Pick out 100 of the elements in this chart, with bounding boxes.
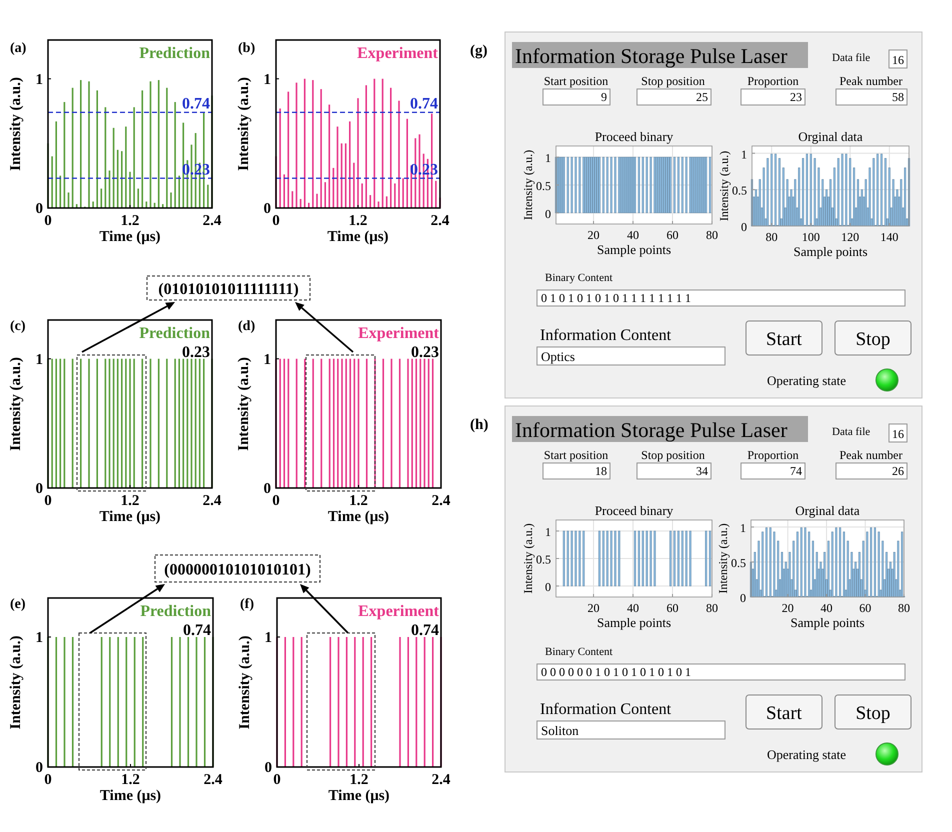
y-axis-title: Intensity (a.u.) [8,77,24,171]
text: Information Storage Pulse Laser [515,418,788,442]
x-tick-label: 140 [880,230,898,244]
x-tick-label: 60 [859,601,872,615]
text: 25 [696,90,708,104]
x-tick-label: 2.4 [202,213,222,229]
x-axis-title: Time (μs) [328,509,390,525]
text: Stop position [641,74,705,88]
annotation: 0.23 [411,344,439,361]
x-tick-label: 80 [766,230,778,244]
text: Stop position [641,448,705,462]
x-axis-title: Sample points [790,615,865,630]
ref-line-label: 0.74 [410,95,438,112]
x-tick-label: 40 [627,601,640,615]
y-tick-label: 0.5 [536,552,551,566]
x-tick-label: 1.2 [121,772,140,788]
text: (h) [470,417,488,433]
y-axis-title: Intensity (a.u.) [521,150,535,220]
text: Binary Content [545,646,613,658]
y-tick-label: 0.5 [731,556,746,570]
x-tick-label: 120 [841,230,860,244]
y-tick-label: 0 [36,481,43,497]
ref-line-label: 0.74 [182,95,210,112]
x-tick-label: 40 [627,228,640,242]
text: Information Content [540,701,672,718]
text: 23 [790,90,802,104]
series-label: Prediction [139,45,210,62]
text: 16 [892,427,904,441]
x-tick-label: 1.2 [120,493,140,509]
x-axis-title: Sample points [596,242,672,257]
y-axis-title: Intensity (a.u.) [8,636,24,730]
text: 0 0 0 0 0 0 1 0 1 0 1 0 1 0 1 0 1 [541,665,691,679]
x-tick-label: 100 [802,230,820,244]
chart-title: (e) [10,597,26,612]
text: 16 [892,53,904,67]
y-tick-label: 0.5 [732,184,747,198]
chart-title: (f) [240,597,254,612]
chart-title: Proceed binary [594,129,674,144]
x-tick-label: 2.4 [430,213,450,229]
x-tick-label: 1.2 [120,213,140,229]
x-tick-label: 60 [666,228,679,242]
x-tick-label: 1.2 [350,772,368,788]
text: Start [766,703,803,724]
x-tick-label: 20 [782,601,794,615]
x-axis-title: Time (μs) [100,788,162,804]
text: Start position [544,74,608,88]
chart-title: Orginal data [798,129,863,144]
chart-title: (a) [10,41,27,56]
x-tick-label: 1.2 [348,213,368,229]
series-label: Experiment [357,45,439,62]
text: Proportion [747,74,799,88]
text: 18 [595,464,607,478]
text: 9 [601,90,607,104]
text: (00000010101010101) [164,562,311,578]
series-label: Prediction [139,325,210,342]
annotation: 0.74 [411,622,439,639]
y-tick-label: 0.5 [536,179,551,193]
y-tick-label: 1 [264,352,271,368]
text: Operating state [767,747,846,762]
chart-title: Proceed binary [594,503,674,518]
y-tick-label: 0 [36,201,43,217]
annotation: 0.74 [183,622,211,639]
text: Data file [832,52,870,64]
text: Stop [856,329,890,350]
x-axis-title: Sample points [793,244,868,259]
text: (g) [470,43,488,59]
x-tick-label: 1.2 [349,493,368,509]
text: Start position [544,448,608,462]
text: Operating state [767,373,846,388]
x-tick-label: 40 [820,601,833,615]
series-label: Experiment [358,603,440,620]
text: 34 [696,464,708,478]
x-tick-label: 80 [706,228,718,242]
x-tick-label: 2.4 [432,772,451,788]
y-tick-label: 0 [264,201,271,217]
text: Data file [832,426,870,438]
y-axis-title: Intensity (a.u.) [521,523,535,594]
y-axis-title: Intensity (a.u.) [716,523,730,594]
y-tick-label: 0 [36,760,43,776]
y-tick-label: 1 [36,630,43,646]
x-tick-label: 2.4 [204,772,223,788]
y-tick-label: 0 [545,580,551,594]
y-tick-label: 1 [36,72,43,88]
y-tick-label: 0 [264,481,271,497]
x-tick-label: 80 [898,601,910,615]
y-axis-title: Intensity (a.u.) [237,636,253,730]
annotation: 0.23 [182,344,210,361]
x-tick-label: 2.4 [432,493,451,509]
text: Peak number [840,74,902,88]
chart-title: (c) [10,319,26,334]
chart-title: (b) [238,41,256,56]
x-axis-title: Time (μs) [328,788,390,804]
text: 74 [790,464,802,478]
text: Start [766,329,803,350]
text: (01010101011111111) [158,281,299,298]
text: 26 [892,464,904,478]
text: Soliton [541,723,580,738]
text: Information Content [540,327,672,344]
x-axis-title: Time (μs) [99,509,161,525]
text: Optics [541,349,575,364]
